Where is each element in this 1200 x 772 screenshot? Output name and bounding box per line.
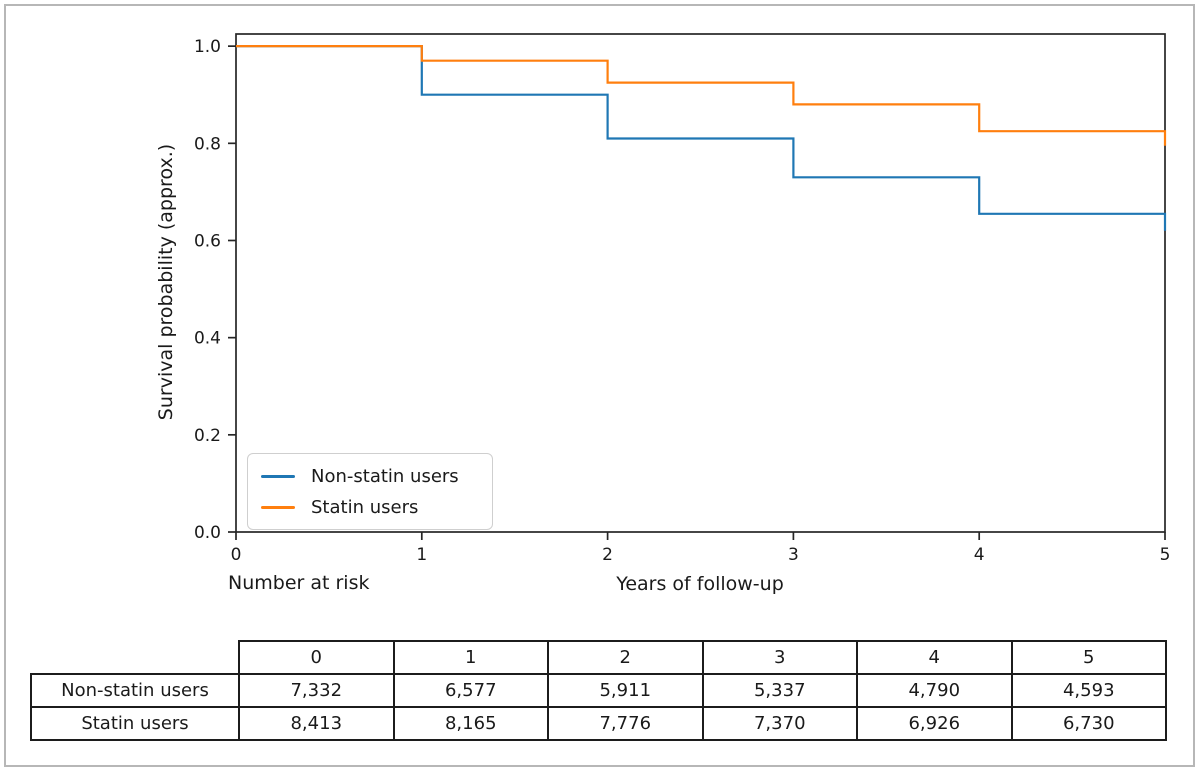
risk-value-cell: 7,332 bbox=[238, 673, 395, 708]
risk-table-column-header: 3 bbox=[701, 640, 858, 675]
statin-line-swatch-icon bbox=[261, 506, 295, 509]
series-line-statin-users bbox=[236, 44, 1167, 146]
risk-value-cell: 6,926 bbox=[856, 706, 1013, 741]
y-tick-label: 0.6 bbox=[194, 231, 221, 251]
risk-value-cell: 5,337 bbox=[701, 673, 858, 708]
risk-table-column-header: 4 bbox=[856, 640, 1013, 675]
risk-table-row-label: Statin users bbox=[30, 706, 240, 741]
risk-table-column-header: 5 bbox=[1010, 640, 1167, 675]
risk-table-column-header: 0 bbox=[238, 640, 395, 675]
risk-table-column-header: 1 bbox=[392, 640, 549, 675]
plot-frame bbox=[235, 33, 1166, 533]
risk-table-row-label: Non-statin users bbox=[30, 673, 240, 708]
table-corner-cell bbox=[31, 641, 239, 674]
number-at-risk-heading: Number at risk bbox=[228, 572, 370, 594]
x-tick-label: 0 bbox=[231, 545, 242, 565]
y-tick-label: 1.0 bbox=[194, 37, 221, 57]
risk-value-cell: 7,370 bbox=[701, 706, 858, 741]
x-tick-label: 1 bbox=[416, 545, 427, 565]
risk-value-cell: 5,911 bbox=[547, 673, 704, 708]
y-tick-label: 0.0 bbox=[194, 523, 221, 543]
y-tick-label: 0.2 bbox=[194, 426, 221, 446]
legend-entry-non-statin: Non-statin users bbox=[261, 466, 479, 487]
x-tick-label: 4 bbox=[974, 545, 985, 565]
legend-label-non-statin: Non-statin users bbox=[311, 466, 459, 487]
risk-value-cell: 6,730 bbox=[1010, 706, 1167, 741]
risk-value-cell: 8,165 bbox=[392, 706, 549, 741]
y-axis-label: Survival probability (approx.) bbox=[155, 143, 177, 421]
risk-value-cell: 4,790 bbox=[856, 673, 1013, 708]
x-tick-label: 2 bbox=[602, 545, 613, 565]
risk-value-cell: 6,577 bbox=[392, 673, 549, 708]
risk-value-cell: 7,776 bbox=[547, 706, 704, 741]
legend-label-statin: Statin users bbox=[311, 497, 419, 518]
y-tick-label: 0.8 bbox=[194, 134, 221, 154]
series-line-non-statin-users bbox=[236, 44, 1167, 231]
y-tick-label: 0.4 bbox=[194, 329, 221, 349]
risk-value-cell: 4,593 bbox=[1010, 673, 1167, 708]
risk-value-cell: 8,413 bbox=[238, 706, 395, 741]
x-tick-label: 3 bbox=[788, 545, 799, 565]
x-axis-label: Years of follow-up bbox=[616, 573, 784, 595]
risk-table-row: Non-statin users 7,332 6,577 5,911 5,337 4,79… bbox=[30, 673, 1167, 708]
x-tick-label: 5 bbox=[1160, 545, 1171, 565]
risk-table-column-header: 2 bbox=[547, 640, 704, 675]
plot-legend: Non-statin users Statin users bbox=[247, 453, 493, 530]
survival-curve-plot: 0 1 2 3 4 5 0.0 0.2 0.4 0.6 0.8 1.0 bbox=[194, 33, 1171, 565]
legend-entry-statin: Statin users bbox=[261, 497, 479, 518]
non-statin-line-swatch-icon bbox=[261, 475, 295, 478]
risk-table-row: Statin users 8,413 8,165 7,776 7,370 6,926 6,7… bbox=[30, 706, 1167, 741]
